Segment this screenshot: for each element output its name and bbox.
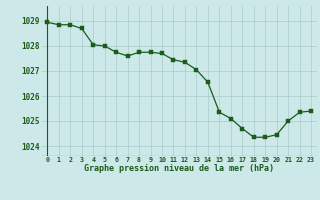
X-axis label: Graphe pression niveau de la mer (hPa): Graphe pression niveau de la mer (hPa) — [84, 164, 274, 173]
